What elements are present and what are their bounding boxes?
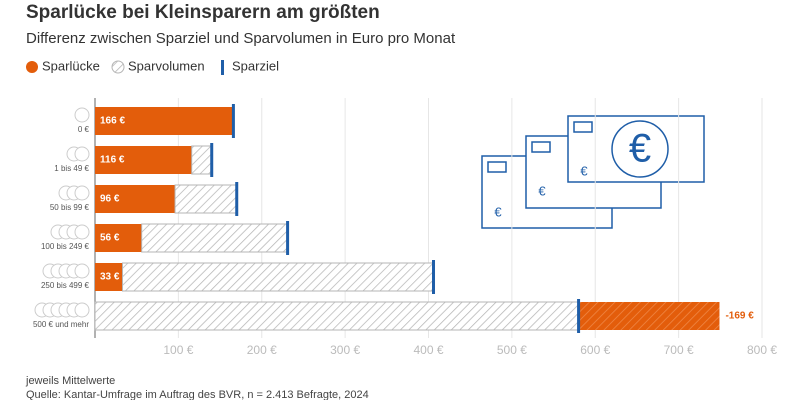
savings-volume-bar	[122, 262, 435, 292]
y-tick-label: 500 € und mehr	[33, 320, 89, 329]
legend: Sparlücke Sparvolumen Sparziel	[26, 58, 279, 75]
x-tick-label: 300 €	[330, 343, 360, 357]
savings-gap-bar	[95, 224, 142, 252]
savings-goal-marker	[432, 260, 436, 294]
y-tick-label: 100 bis 249 €	[41, 242, 90, 251]
savings-goal-marker	[577, 299, 581, 333]
coin-icon	[74, 224, 90, 240]
svg-text:€: €	[538, 183, 546, 198]
legend-swatch	[26, 61, 38, 73]
svg-text:€: €	[494, 204, 502, 219]
x-tick-label: 700 €	[664, 343, 694, 357]
savings-gap-bar	[95, 263, 123, 291]
legend-swatch	[221, 60, 224, 75]
x-tick-label: 100 €	[163, 343, 193, 357]
savings-gap-bar	[578, 302, 720, 330]
legend-swatch	[111, 60, 125, 74]
y-tick-label: 1 bis 49 €	[54, 164, 89, 173]
value-label: 33 €	[100, 272, 120, 283]
x-tick-label: 200 €	[247, 343, 277, 357]
svg-text:€: €	[629, 127, 651, 171]
savings-goal-marker	[235, 182, 239, 216]
x-tick-label: 600 €	[580, 343, 610, 357]
money-illustration: € € € €	[481, 115, 705, 229]
source: Quelle: Kantar-Umfrage im Auftrag des BV…	[26, 389, 369, 400]
y-tick-label: 250 bis 499 €	[41, 281, 90, 290]
coin-icon	[74, 107, 90, 123]
x-tick-label: 400 €	[413, 343, 443, 357]
savings-volume-bar	[191, 145, 213, 175]
coin-icon	[74, 302, 90, 318]
savings-volume-bar	[174, 184, 238, 214]
value-label: 166 €	[100, 116, 125, 127]
savings-volume-bar	[141, 223, 289, 253]
note: jeweils Mittelwerte	[25, 375, 115, 387]
svg-text:€: €	[580, 163, 588, 178]
coin-icon	[74, 146, 90, 162]
y-tick-label: 50 bis 99 €	[50, 203, 90, 212]
coin-icon	[74, 185, 90, 201]
savings-goal-marker	[231, 104, 235, 138]
chart-subtitle: Differenz zwischen Sparziel und Sparvolu…	[26, 30, 456, 47]
value-label: 56 €	[100, 233, 120, 244]
savings-goal-marker	[210, 143, 214, 177]
savings-gap-bar	[95, 107, 234, 135]
savings-volume-bar	[94, 301, 580, 331]
chart-title: Sparlücke bei Kleinsparern am größten	[26, 2, 380, 23]
value-label: -169 €	[725, 311, 754, 322]
savings-gap-bar	[95, 185, 176, 213]
coin-icon	[74, 263, 90, 279]
savings-gap-bar	[95, 146, 192, 174]
value-label: 96 €	[100, 194, 120, 205]
legend-label: Sparziel	[232, 58, 279, 73]
x-tick-label: 800 €	[747, 343, 777, 357]
legend-label: Sparlücke	[42, 58, 100, 73]
legend-label: Sparvolumen	[128, 58, 205, 73]
savings-goal-marker	[286, 221, 290, 255]
value-label: 116 €	[100, 155, 125, 166]
x-tick-label: 500 €	[497, 343, 527, 357]
y-tick-label: 0 €	[78, 125, 90, 134]
